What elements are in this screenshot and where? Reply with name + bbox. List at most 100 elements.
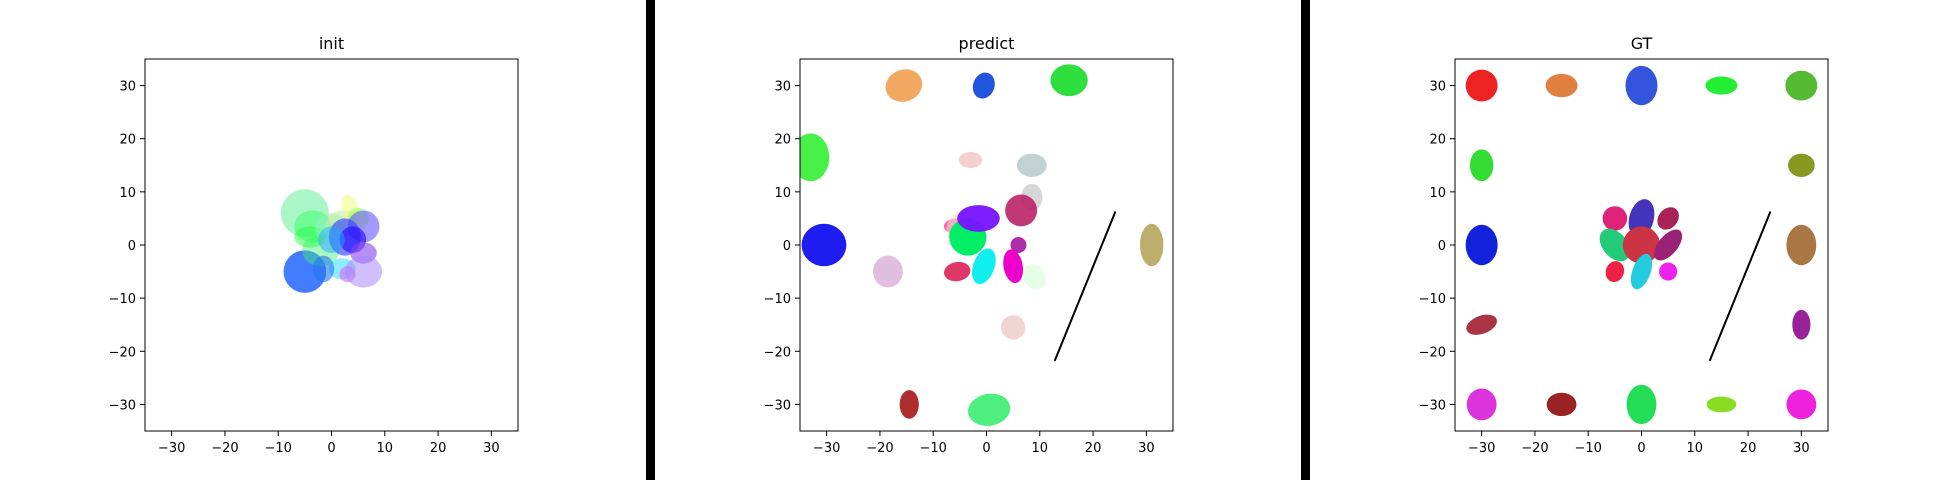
y-tick-label: 0 — [1438, 239, 1446, 254]
y-tick-label: −30 — [109, 398, 136, 413]
x-tick-label: 20 — [430, 441, 447, 456]
x-tick-label: 0 — [982, 441, 990, 456]
ellipse-predict-9 — [1139, 223, 1164, 267]
ellipse-init-13 — [318, 226, 345, 253]
plot-area-gt — [1465, 65, 1818, 425]
ellipse-gt-4 — [1705, 76, 1738, 95]
ellipse-predict-3 — [1050, 64, 1088, 97]
ellipse-gt-2 — [1545, 73, 1578, 98]
ellipse-predict-6 — [1016, 153, 1047, 177]
y-tick-label: 30 — [774, 80, 791, 95]
ellipse-gt-1 — [1465, 69, 1498, 102]
subplot-title: predict — [959, 34, 1015, 53]
ellipse-predict-2 — [972, 72, 995, 99]
ellipse-gt-20 — [1599, 228, 1631, 262]
ellipse-gt-10 — [1466, 314, 1497, 335]
ellipse-gt-15 — [1706, 396, 1737, 413]
y-tick-label: −20 — [109, 345, 136, 360]
ellipse-predict-18 — [1003, 249, 1024, 284]
ellipse-gt-3 — [1625, 65, 1658, 106]
ellipse-gt-13 — [1546, 392, 1577, 417]
subplot-gt: −30 −20 −10 0 10 20 30 −30 −20 −10 0 10 20 30 GT — [1419, 34, 1829, 456]
y-tick-label: 0 — [128, 239, 136, 254]
y-tick-label: −10 — [764, 292, 791, 307]
ellipse-predict-19 — [1023, 264, 1046, 290]
line-segment-gt-1 — [1708, 211, 1772, 362]
x-tick-label: 20 — [1085, 441, 1102, 456]
y-tick-label: 10 — [119, 186, 136, 201]
ellipse-gt-16 — [1786, 389, 1817, 420]
x-tick-label: 10 — [1687, 441, 1704, 456]
plot-area-predict — [800, 64, 1164, 426]
ellipse-init-18 — [344, 255, 383, 288]
y-tick-label: 20 — [774, 133, 791, 148]
ellipse-predict-21 — [1000, 315, 1026, 340]
panel-divider-right — [1301, 0, 1310, 480]
plot-area-init — [280, 189, 383, 293]
y-tick-label: −30 — [1419, 398, 1446, 413]
ellipse-predict-23 — [967, 393, 1011, 426]
ellipse-gt-23 — [1605, 261, 1625, 283]
y-tick-label: 20 — [119, 133, 136, 148]
ellipse-gt-14 — [1626, 384, 1657, 425]
ellipse-predict-16 — [943, 261, 971, 282]
ellipse-predict-1 — [885, 69, 923, 102]
y-tick-label: 0 — [783, 239, 791, 254]
ellipse-gt-24 — [1630, 253, 1653, 290]
x-tick-label: −20 — [866, 441, 893, 456]
x-tick-label: −20 — [1521, 441, 1548, 456]
ellipse-predict-17 — [971, 248, 996, 285]
y-tick-label: −10 — [1419, 292, 1446, 307]
ellipse-predict-13 — [957, 205, 1000, 232]
x-tick-label: −20 — [211, 441, 238, 456]
x-tick-label: 20 — [1740, 441, 1757, 456]
ellipse-predict-8 — [801, 223, 847, 267]
subplot-predict: −30 −20 −10 0 10 20 30 −30 −20 −10 0 10 20 30 predict — [764, 34, 1174, 456]
ellipse-gt-6 — [1469, 149, 1494, 182]
ellipse-gt-25 — [1659, 262, 1678, 281]
ellipse-gt-11 — [1792, 309, 1811, 340]
ellipse-gt-21 — [1622, 226, 1661, 264]
ellipse-gt-8 — [1465, 224, 1498, 266]
ellipse-gt-22 — [1654, 229, 1683, 261]
ellipse-predict-5 — [958, 152, 983, 168]
y-tick-label: 30 — [1429, 80, 1446, 95]
x-tick-label: −10 — [264, 441, 291, 456]
y-tick-label: −30 — [764, 398, 791, 413]
x-tick-label: 30 — [1793, 441, 1810, 456]
y-tick-label: −10 — [109, 292, 136, 307]
x-tick-label: −30 — [1468, 441, 1495, 456]
x-tick-label: −10 — [919, 441, 946, 456]
panel-divider-left — [646, 0, 655, 480]
subplot-title: init — [319, 34, 344, 53]
y-tick-label: 20 — [1429, 133, 1446, 148]
y-tick-label: 30 — [119, 80, 136, 95]
subplot-title: GT — [1631, 34, 1653, 53]
y-tick-label: −20 — [1419, 345, 1446, 360]
ellipse-gt-17 — [1602, 206, 1628, 231]
x-tick-label: −30 — [813, 441, 840, 456]
ellipse-gt-9 — [1786, 224, 1817, 266]
ellipse-predict-22 — [899, 390, 919, 419]
x-tick-label: 10 — [1032, 441, 1049, 456]
x-tick-label: 10 — [377, 441, 394, 456]
line-segment-predict-1 — [1053, 211, 1117, 362]
y-tick-label: 10 — [1429, 186, 1446, 201]
x-tick-label: 0 — [327, 441, 335, 456]
y-tick-label: −20 — [764, 345, 791, 360]
ellipse-predict-14 — [1005, 194, 1038, 227]
x-tick-label: 30 — [1138, 441, 1155, 456]
ellipse-gt-19 — [1657, 207, 1679, 230]
ellipse-init-16 — [312, 255, 335, 283]
x-tick-label: −10 — [1574, 441, 1601, 456]
subplot-init: −30 −20 −10 0 10 20 30 −30 −20 −10 0 10 20 30 init — [109, 34, 519, 456]
ellipse-predict-20 — [873, 255, 903, 288]
ellipse-gt-12 — [1466, 388, 1497, 421]
ellipse-predict-4 — [800, 133, 830, 182]
ellipse-gt-5 — [1785, 70, 1818, 101]
ellipse-predict-15 — [1010, 237, 1027, 253]
x-tick-label: −30 — [158, 441, 185, 456]
ellipse-gt-7 — [1788, 153, 1815, 177]
x-tick-label: 0 — [1637, 441, 1645, 456]
